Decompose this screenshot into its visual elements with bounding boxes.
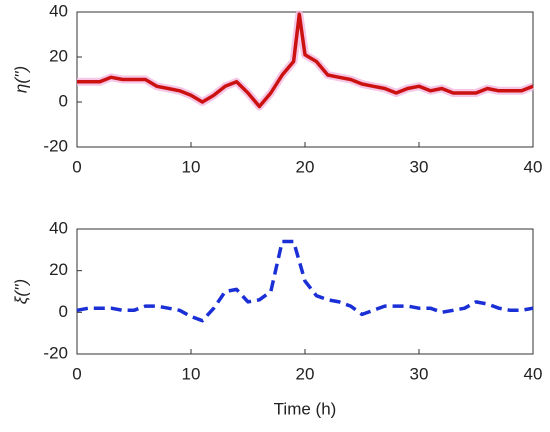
x-tick-label: 40 [524,364,543,383]
y-tick-label: -20 [43,136,68,155]
x-tick-label: 40 [524,157,543,176]
y-tick-label: -20 [43,343,68,362]
x-tick-label: 10 [182,364,201,383]
x-axis-label: Time (h) [274,399,337,418]
x-tick-label: 30 [410,157,429,176]
y-axis-label: η('') [11,66,30,93]
x-tick-label: 0 [72,364,81,383]
y-axis-label: ξ('') [11,279,30,304]
x-tick-label: 20 [296,364,315,383]
x-tick-label: 0 [72,157,81,176]
line [76,239,534,323]
y-tick-label: 20 [49,46,68,65]
y-tick-label: 20 [49,260,68,279]
x-tick-label: 30 [410,364,429,383]
y-tick-label: 0 [59,302,68,321]
y-tick-label: 40 [49,1,68,20]
x-tick-label: 20 [296,157,315,176]
y-tick-label: 0 [59,91,68,110]
axes-box [76,228,534,355]
x-tick-label: 10 [182,157,201,176]
line [77,12,534,109]
y-tick-label: 40 [49,218,68,237]
